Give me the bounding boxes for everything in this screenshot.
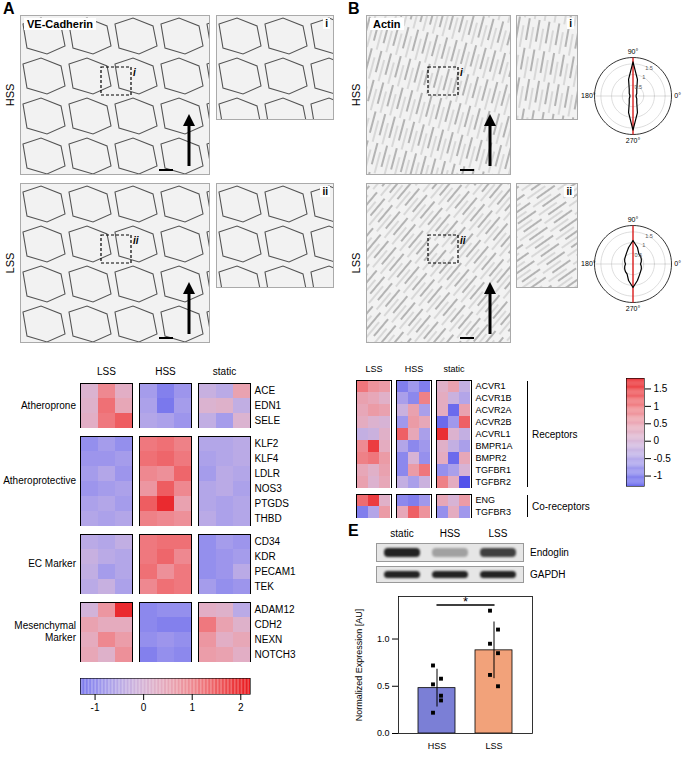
svg-text:THBD: THBD: [255, 513, 282, 524]
svg-text:0.5: 0.5: [654, 418, 668, 429]
html-text:Atheroprone: Atheroprone: [21, 399, 76, 411]
svg-text:PECAM1: PECAM1: [255, 566, 297, 577]
svg-text:0.5: 0.5: [635, 83, 643, 89]
svg-text:static: static: [443, 364, 465, 374]
svg-text:ACVR2A: ACVR2A: [476, 405, 512, 415]
html-text:i: i: [569, 18, 572, 29]
svg-text:180°: 180°: [581, 92, 596, 99]
svg-text:ACVR1: ACVR1: [476, 381, 506, 391]
svg-text:Normalized Expression [AU]: Normalized Expression [AU]: [354, 609, 364, 722]
html-text:VE-Cadherin: VE-Cadherin: [27, 18, 93, 30]
svg-text:NOTCH3: NOTCH3: [255, 649, 297, 660]
svg-text:0.5: 0.5: [377, 681, 390, 691]
svg-text:0: 0: [141, 702, 147, 713]
svg-text:LSS: LSS: [97, 366, 116, 377]
svg-text:90°: 90°: [628, 216, 639, 223]
svg-text:180°: 180°: [581, 260, 596, 267]
html-text:Mesenchymal Marker: Mesenchymal Marker: [14, 620, 76, 643]
svg-text:SELE: SELE: [255, 415, 281, 426]
html-text:LSS: LSS: [488, 528, 508, 539]
svg-text:HSS: HSS: [428, 741, 447, 751]
svg-text:1: 1: [642, 242, 645, 248]
svg-text:static: static: [213, 366, 236, 377]
html-text:static: static: [390, 528, 414, 539]
html-text:ii: ii: [133, 235, 139, 246]
svg-text:KLF4: KLF4: [255, 453, 279, 464]
svg-text:NOS3: NOS3: [255, 483, 283, 494]
svg-text:HSS: HSS: [405, 364, 424, 374]
svg-text:-1: -1: [654, 470, 663, 481]
svg-text:BMPR1A: BMPR1A: [476, 441, 513, 451]
svg-text:LDLR: LDLR: [255, 468, 281, 479]
html-text:ii: ii: [322, 186, 328, 197]
svg-text:0°: 0°: [674, 260, 681, 267]
svg-text:ACVR1B: ACVR1B: [476, 393, 512, 403]
html-text:Endoglin: Endoglin: [530, 547, 569, 558]
svg-text:ACE: ACE: [255, 385, 276, 396]
svg-text:90°: 90°: [628, 48, 639, 55]
html-text:i: i: [460, 67, 463, 78]
svg-text:1: 1: [654, 401, 660, 412]
html-text:i: i: [133, 67, 136, 78]
svg-text:KDR: KDR: [255, 551, 276, 562]
svg-text:270°: 270°: [626, 305, 641, 312]
html-text:LSS: LSS: [4, 252, 16, 274]
svg-text:ACVR2B: ACVR2B: [476, 417, 512, 427]
html-text:Co-receptors: Co-receptors: [532, 500, 590, 512]
html-text:B: B: [348, 0, 360, 17]
html-text:Receptors: Receptors: [532, 428, 578, 440]
html-text:HSS: HSS: [350, 83, 362, 107]
html-text:LSS: LSS: [350, 252, 362, 274]
svg-text:1.5: 1.5: [654, 383, 668, 394]
html-text:HSS: HSS: [439, 528, 461, 539]
svg-text:1: 1: [642, 74, 645, 80]
html-text:ii: ii: [460, 235, 466, 246]
svg-text:1.5: 1.5: [645, 233, 653, 239]
html-text:i: i: [325, 18, 328, 29]
svg-text:PTGDS: PTGDS: [255, 498, 290, 509]
svg-text:LSS: LSS: [485, 741, 502, 751]
svg-text:0.0: 0.0: [377, 728, 390, 738]
html-text:Actin: Actin: [373, 18, 401, 30]
svg-text:TGFBR2: TGFBR2: [476, 477, 512, 487]
svg-text:KLF2: KLF2: [255, 438, 279, 449]
svg-text:270°: 270°: [626, 137, 641, 144]
html-text:GAPDH: GAPDH: [530, 569, 566, 580]
svg-text:TGFBR3: TGFBR3: [476, 507, 512, 517]
svg-text:-0.5: -0.5: [654, 453, 672, 464]
html-text:Atheroprotective: Atheroprotective: [3, 475, 76, 486]
svg-text:ENG: ENG: [476, 495, 496, 505]
html-text:E: E: [348, 522, 359, 539]
svg-text:1.5: 1.5: [645, 65, 653, 71]
svg-text:BMPR2: BMPR2: [476, 453, 507, 463]
html-text:ii: ii: [566, 186, 572, 197]
svg-text:0: 0: [654, 435, 660, 446]
svg-text:CD34: CD34: [255, 536, 281, 547]
svg-text:EDN1: EDN1: [255, 400, 282, 411]
svg-text:ADAM12: ADAM12: [255, 604, 295, 615]
svg-text:-1: -1: [91, 702, 100, 713]
html-text:HSS: HSS: [4, 83, 16, 107]
svg-text:TEK: TEK: [255, 581, 275, 592]
svg-text:LSS: LSS: [365, 364, 382, 374]
svg-text:0°: 0°: [674, 92, 681, 99]
svg-text:NEXN: NEXN: [255, 634, 283, 645]
html-text:A: A: [3, 0, 15, 17]
svg-text:TGFBR1: TGFBR1: [476, 465, 512, 475]
svg-text:2: 2: [238, 702, 244, 713]
svg-text:1.0: 1.0: [377, 634, 390, 644]
html-text:EC Marker: EC Marker: [28, 558, 76, 569]
svg-text:CDH2: CDH2: [255, 619, 283, 630]
svg-text:0.5: 0.5: [635, 251, 643, 257]
svg-text:ACVRL1: ACVRL1: [476, 429, 511, 439]
svg-text:HSS: HSS: [155, 366, 176, 377]
svg-text:1: 1: [189, 702, 195, 713]
